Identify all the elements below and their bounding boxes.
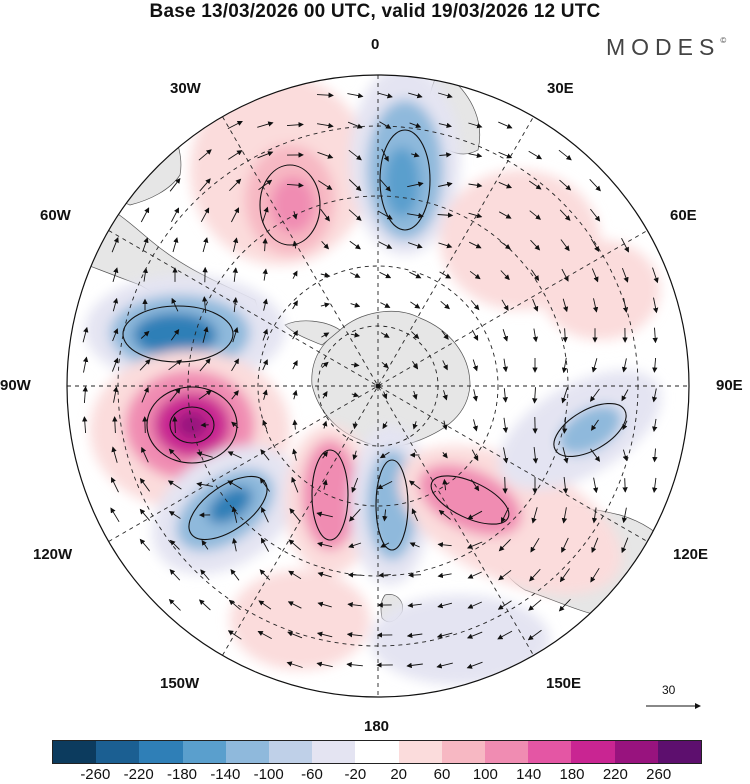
- colorbar-ticks: -260 -220 -180 -140 -100 -60 -20 20 60 100 140 180 2…: [0, 766, 750, 784]
- colorbar-swatch-13: [615, 741, 658, 763]
- anomaly-neg-atlantic-core: [384, 147, 420, 217]
- south-pole-marker: [376, 384, 381, 389]
- lon-label-30e: 30E: [547, 80, 574, 97]
- colorbar-swatch-0: [53, 741, 96, 763]
- colorbar-tick-1: -220: [124, 766, 154, 783]
- colorbar-swatch-6: [312, 741, 355, 763]
- lon-label-90e: 90E: [716, 377, 743, 394]
- colorbar-swatch-12: [571, 741, 614, 763]
- colorbar-tick-10: 140: [516, 766, 541, 783]
- colorbar-tick-3: -140: [210, 766, 240, 783]
- anomaly-neg-south-tasman: [370, 595, 550, 685]
- south-america-east: [85, 90, 181, 205]
- colorbar-tick-7: 20: [390, 766, 407, 783]
- colorbar-swatch-9: [442, 741, 485, 763]
- lon-label-60w: 60W: [40, 207, 71, 224]
- wind-vector-227: [505, 477, 506, 493]
- anomaly-pos-ross: [302, 440, 358, 550]
- lon-label-120w: 120W: [33, 546, 72, 563]
- wind-vector-177: [145, 417, 146, 433]
- colorbar: [52, 740, 702, 764]
- lon-label-150e: 150E: [546, 675, 581, 692]
- lon-label-120e: 120E: [673, 546, 708, 563]
- wind-vector-276: [409, 575, 421, 576]
- colorbar-tick-5: -60: [301, 766, 323, 783]
- lon-label-60e: 60E: [670, 207, 697, 224]
- colorbar-swatch-7: [355, 741, 398, 763]
- colorbar-tick-9: 100: [473, 766, 498, 783]
- colorbar-tick-0: -260: [80, 766, 110, 783]
- colorbar-swatch-3: [183, 741, 226, 763]
- colorbar-swatch-8: [399, 741, 442, 763]
- colorbar-tick-4: -100: [254, 766, 284, 783]
- colorbar-swatch-5: [269, 741, 312, 763]
- reference-vector-label: 30: [662, 683, 675, 697]
- lon-label-30w: 30W: [170, 80, 201, 97]
- lon-label-180: 180: [364, 718, 389, 735]
- colorbar-tick-2: -180: [167, 766, 197, 783]
- lon-label-0: 0: [371, 36, 379, 53]
- colorbar-swatch-14: [658, 741, 701, 763]
- colorbar-swatch-2: [139, 741, 182, 763]
- anomaly-pos-atlantic-core: [271, 177, 315, 233]
- lon-label-90w: 90W: [0, 377, 31, 394]
- colorbar-tick-12: 220: [603, 766, 628, 783]
- colorbar-swatch-11: [528, 741, 571, 763]
- colorbar-tick-6: -20: [344, 766, 366, 783]
- colorbar-tick-13: 260: [646, 766, 671, 783]
- colorbar-swatch-4: [226, 741, 269, 763]
- colorbar-tick-11: 180: [559, 766, 584, 783]
- colorbar-swatch-10: [485, 741, 528, 763]
- colorbar-tick-8: 60: [434, 766, 451, 783]
- colorbar-swatch-1: [96, 741, 139, 763]
- wind-vector-231: [625, 478, 626, 492]
- lon-label-150w: 150W: [160, 675, 199, 692]
- anomaly-pos-south-pacific: [230, 570, 370, 670]
